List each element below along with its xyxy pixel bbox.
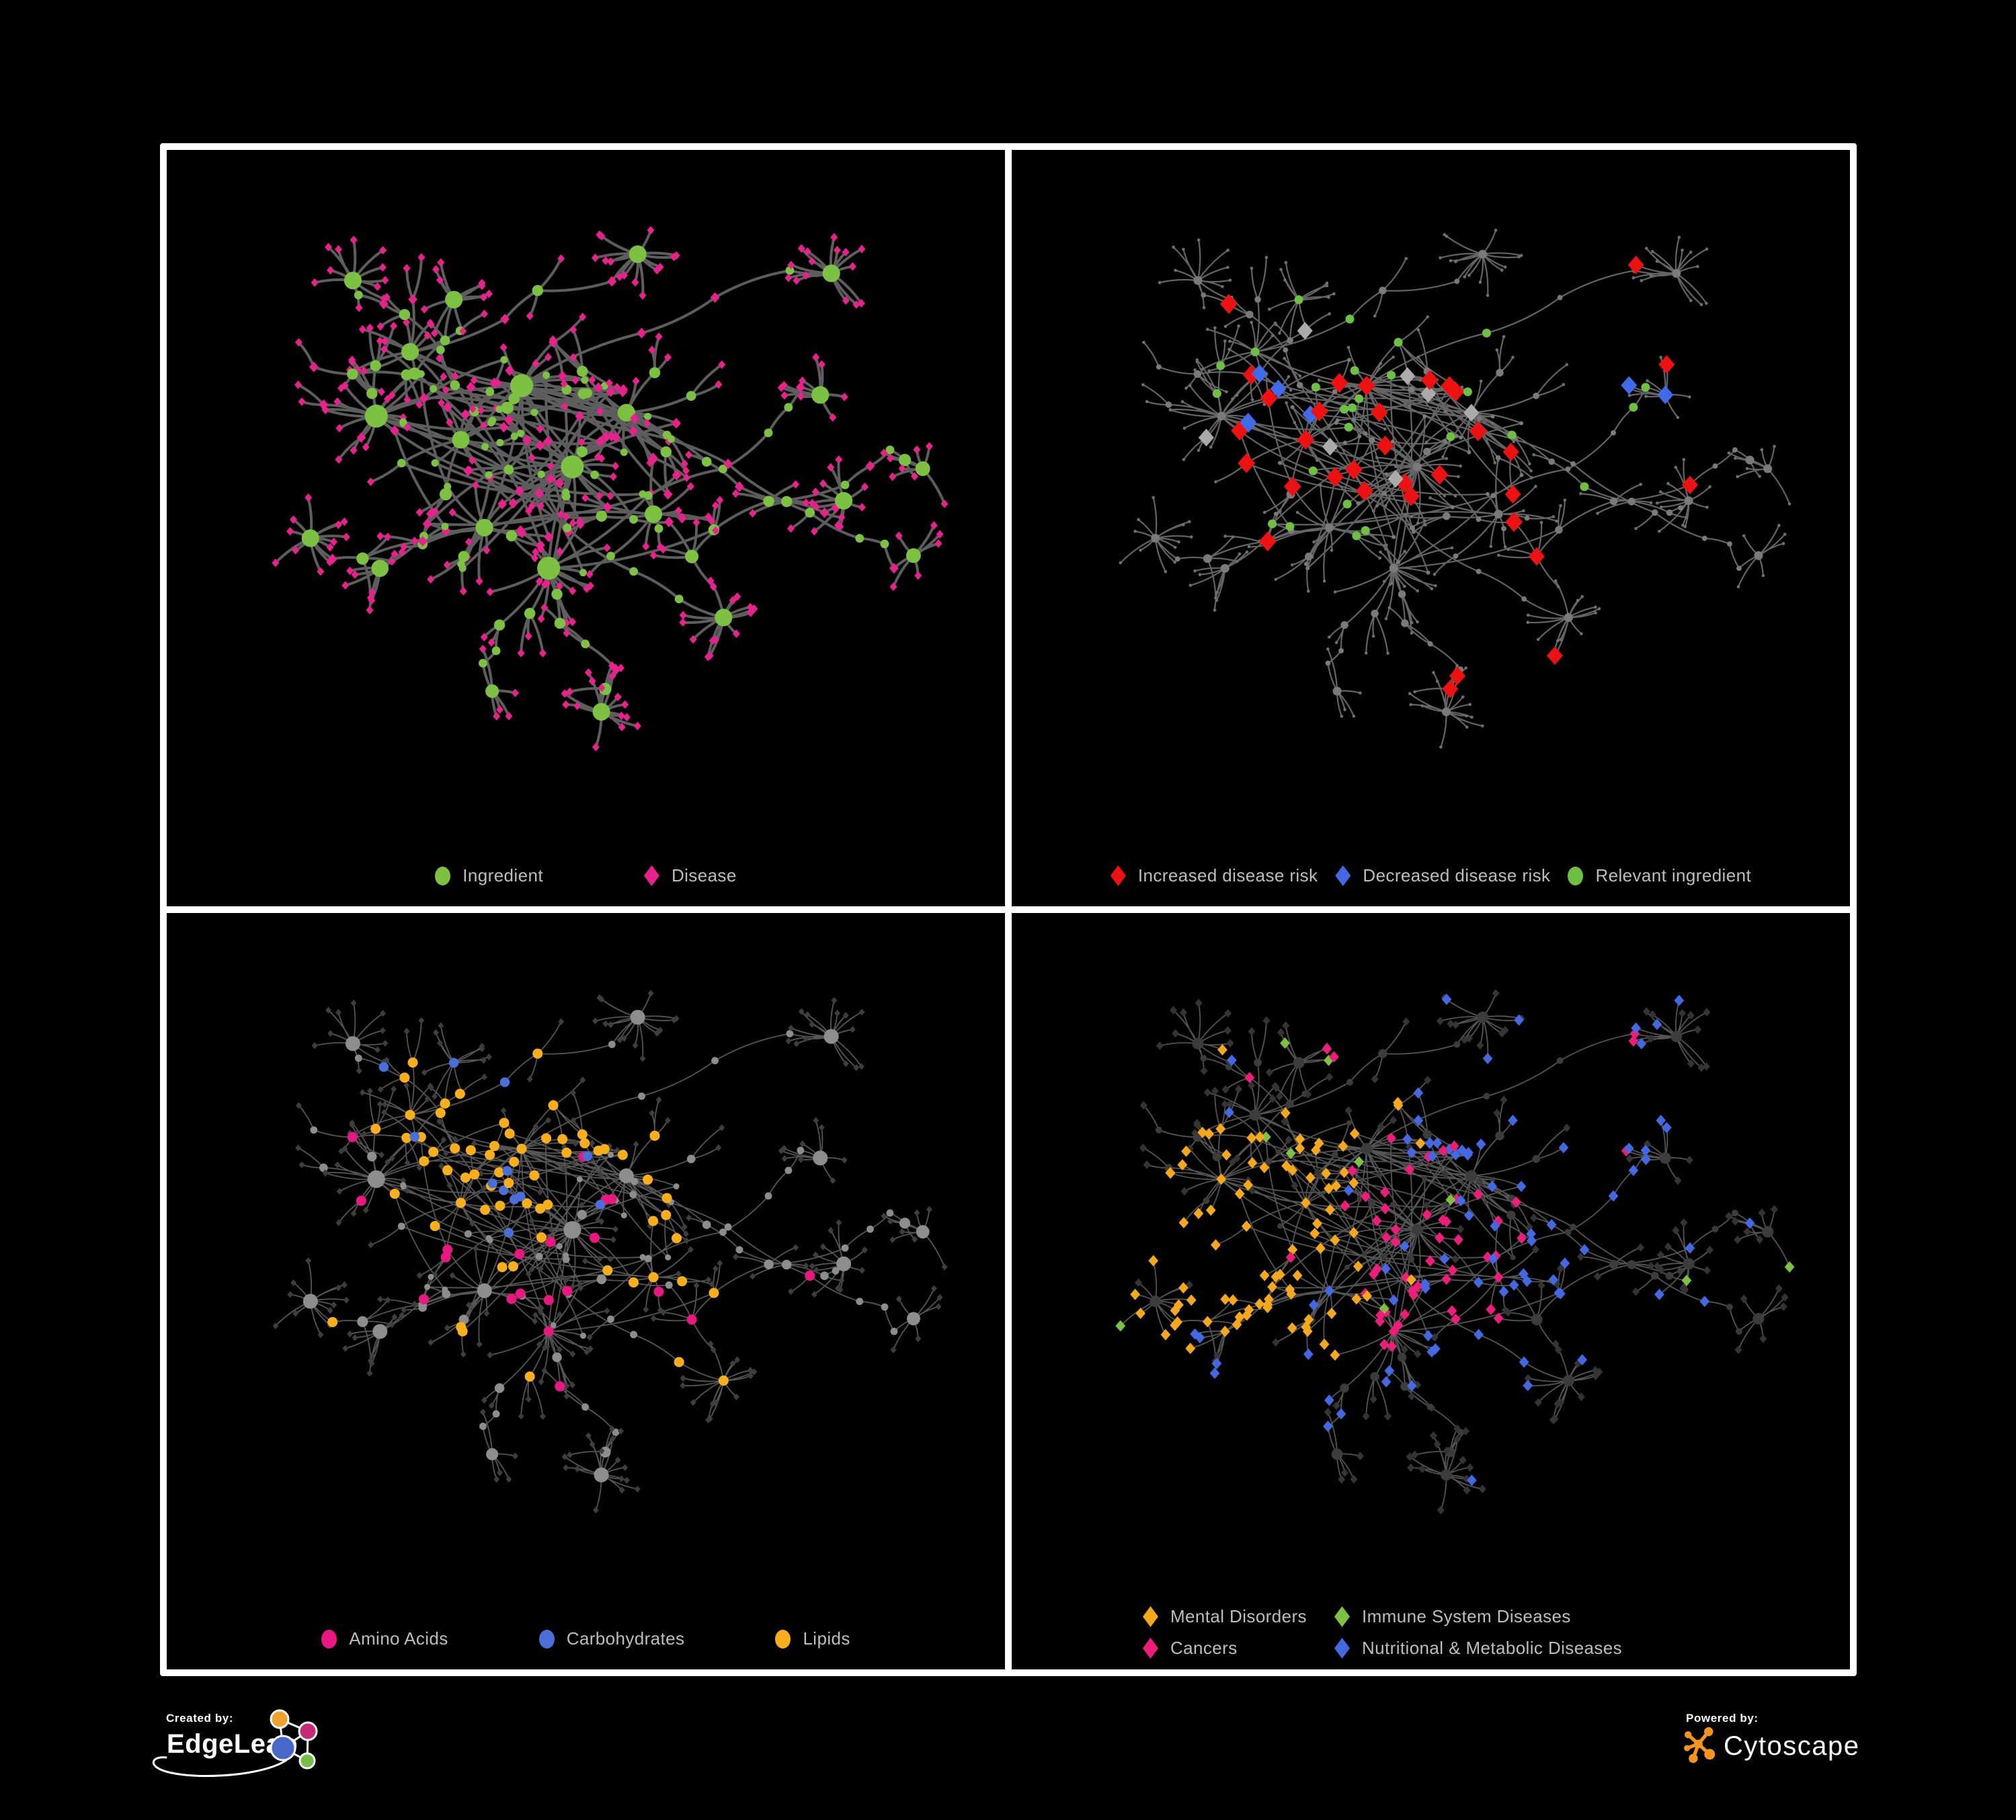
nutritional-metabolic-diseases-diamond-swatch xyxy=(1334,1638,1350,1659)
legend-label: Increased disease risk xyxy=(1137,865,1318,885)
legend-label: Amino Acids xyxy=(349,1628,448,1649)
panel-disease-risk-network: Increased disease risk Decreased disease … xyxy=(1008,147,1853,910)
logo-nodes xyxy=(270,1709,318,1770)
legend-item-amino-acids: Amino Acids xyxy=(321,1628,448,1649)
legend-item-decreased-disease-risk: Decreased disease risk xyxy=(1335,865,1550,886)
logo-node-green xyxy=(298,1752,316,1770)
logo-swoosh xyxy=(152,1756,288,1777)
legend-label: Disease xyxy=(671,865,737,885)
legend-item-ingredient: Ingredient xyxy=(435,865,543,886)
ingredient-circle-swatch xyxy=(435,866,451,885)
legend-label: Relevant ingredient xyxy=(1595,865,1752,885)
logo-node-orange xyxy=(270,1709,290,1729)
nodes-layer xyxy=(272,990,948,1514)
disease-diamond-swatch xyxy=(643,865,659,886)
legend-item-cancers: Cancers xyxy=(1143,1638,1238,1659)
increased-disease-risk-diamond-swatch xyxy=(1110,865,1126,886)
edgeleap-logo xyxy=(152,1709,318,1777)
carbohydrates-circle-swatch xyxy=(538,1629,555,1649)
legend-disease-risk: Increased disease risk Decreased disease … xyxy=(1012,865,1850,886)
legend-disease-class: Mental Disorders Immune System Diseases Ca… xyxy=(1012,1606,1850,1659)
amino-acids-circle-swatch xyxy=(321,1629,337,1649)
legend-item-mental-disorders: Mental Disorders xyxy=(1143,1606,1307,1627)
legend-label: Cancers xyxy=(1170,1638,1238,1658)
nutrient-class-graph xyxy=(272,990,948,1514)
relevant-ingredient-circle-swatch xyxy=(1568,866,1584,885)
logo-node-blue xyxy=(270,1735,296,1762)
legend-label: Nutritional & Metabolic Diseases xyxy=(1362,1638,1623,1658)
legend-item-relevant-ingredient: Relevant ingredient xyxy=(1568,865,1751,886)
panel-disease-class-network: Mental Disorders Immune System Diseases Ca… xyxy=(1008,910,1853,1673)
legend-nutrient-class: Amino Acids Carbohydrates Lipids xyxy=(167,1628,1005,1649)
panel-ingredient-disease-network: Ingredient Disease xyxy=(163,147,1008,910)
legend-label: Immune System Diseases xyxy=(1362,1606,1571,1626)
cancers-diamond-swatch xyxy=(1143,1638,1158,1659)
legend-item-increased-disease-risk: Increased disease risk xyxy=(1110,865,1318,886)
legend-label: Decreased disease risk xyxy=(1363,865,1551,885)
nodes-layer xyxy=(272,226,949,752)
logo-node-magenta xyxy=(298,1721,318,1741)
panel-nutrient-class-network: Amino Acids Carbohydrates Lipids xyxy=(163,910,1008,1673)
legend-label: Lipids xyxy=(803,1628,850,1649)
legend-ingredient-disease: Ingredient Disease xyxy=(167,865,1005,886)
legend-label: Carbohydrates xyxy=(566,1628,685,1649)
immune-system-diseases-diamond-swatch xyxy=(1334,1606,1350,1627)
cytoscape-wordmark: Cytoscape xyxy=(1724,1731,1860,1761)
powered-by-label: Powered by: xyxy=(1686,1712,1759,1725)
cytoscape-lockup: Cytoscape xyxy=(1682,1727,1859,1766)
legend-item-disease: Disease xyxy=(643,865,737,886)
disease-class-graph xyxy=(1115,989,1795,1515)
legend-item-lipids: Lipids xyxy=(775,1628,850,1649)
highlight-layer xyxy=(327,1048,815,1392)
legend-label: Mental Disorders xyxy=(1170,1606,1307,1626)
edges-layer xyxy=(1120,230,1791,748)
decreased-disease-risk-diamond-swatch xyxy=(1335,865,1351,886)
legend-item-immune-system-diseases: Immune System Diseases xyxy=(1334,1606,1571,1627)
highlight-layer xyxy=(1115,993,1795,1487)
lipids-circle-swatch xyxy=(775,1629,791,1649)
created-by-label: Created by: xyxy=(166,1712,234,1725)
nodes-layer xyxy=(1134,989,1789,1515)
legend-item-carbohydrates: Carbohydrates xyxy=(538,1628,685,1649)
highlight-layer xyxy=(1198,255,1699,699)
legend-item-nutritional-metabolic-diseases: Nutritional & Metabolic Diseases xyxy=(1334,1638,1622,1659)
ingredient-disease-graph xyxy=(272,226,949,752)
edges-layer xyxy=(275,993,945,1511)
disease-risk-graph xyxy=(1119,229,1791,749)
panel-grid: Ingredient Disease Increased disease risk… xyxy=(160,143,1857,1676)
cytoscape-icon xyxy=(1684,1727,1716,1764)
mental-disorders-diamond-swatch xyxy=(1143,1606,1158,1627)
legend-label: Ingredient xyxy=(462,865,543,885)
